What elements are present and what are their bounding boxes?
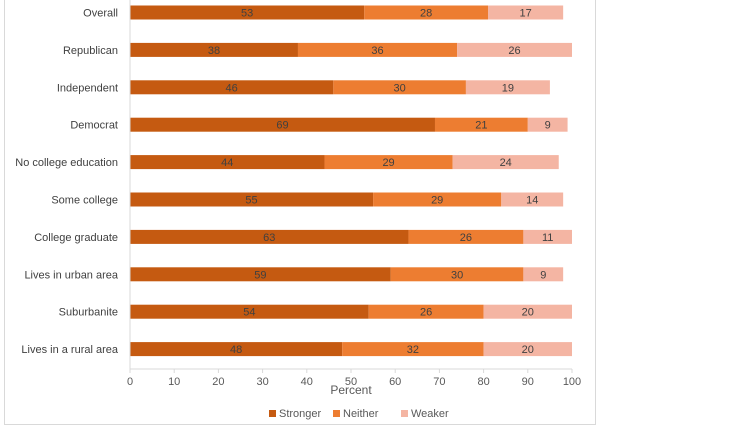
legend-label-stronger: Stronger <box>279 408 322 420</box>
data-label: 24 <box>500 157 512 169</box>
legend-label-neither: Neither <box>343 408 379 420</box>
x-tick-label: 40 <box>301 376 313 388</box>
bar-segment-weaker <box>452 155 559 170</box>
bar-segment-stronger <box>130 117 435 132</box>
labels-layer: Overall 53 28 17 Republican 38 36 26 Independent… <box>15 8 553 357</box>
bar-segment-weaker <box>501 192 564 207</box>
data-label: 21 <box>475 120 487 132</box>
bar-segment-neither <box>408 229 524 244</box>
data-label: 30 <box>393 82 405 94</box>
bar-segment-weaker <box>483 342 572 357</box>
x-axis-title: Percent <box>330 383 372 397</box>
bar-segment-stronger <box>130 80 334 95</box>
bar-segment-neither <box>342 342 484 357</box>
data-label: 20 <box>522 307 534 319</box>
data-label: 53 <box>241 8 253 20</box>
bar-segment-neither <box>373 192 502 207</box>
data-label: 26 <box>508 45 520 57</box>
bar-segment-neither <box>390 267 524 282</box>
bar-segment-weaker <box>483 304 572 319</box>
data-label: 54 <box>243 307 255 319</box>
legend-label-weaker: Weaker <box>411 408 449 420</box>
category-label: College graduate <box>34 232 118 244</box>
x-tick-label: 90 <box>522 376 534 388</box>
category-label: Republican <box>63 45 118 57</box>
bar-segment-stronger <box>130 155 325 170</box>
bar-segment-stronger <box>130 42 298 57</box>
data-label: 44 <box>221 157 233 169</box>
bar-segment-neither <box>324 155 453 170</box>
bars-layer <box>130 5 572 357</box>
bar-segment-stronger <box>130 267 391 282</box>
category-label: Suburbanite <box>59 307 118 319</box>
bar-segment-stronger <box>130 304 369 319</box>
chart-frame <box>4 0 596 425</box>
bar-segment-weaker <box>527 117 568 132</box>
data-label: 38 <box>208 45 220 57</box>
bar-segment-neither <box>364 5 489 20</box>
category-label: Independent <box>57 82 118 94</box>
data-label: 59 <box>254 269 266 281</box>
category-label: Some college <box>51 195 118 207</box>
bar-segment-stronger <box>130 5 365 20</box>
legend-swatch-neither <box>333 410 340 417</box>
bar-segment-weaker <box>523 229 572 244</box>
data-label: 29 <box>431 195 443 207</box>
data-label: 26 <box>460 232 472 244</box>
legend-swatch-stronger <box>269 410 276 417</box>
data-label: 26 <box>420 307 432 319</box>
legend: Stronger Neither Weaker <box>269 408 449 420</box>
category-label: No college education <box>15 157 118 169</box>
bar-segment-weaker <box>465 80 550 95</box>
x-tick-label: 100 <box>563 376 581 388</box>
legend-swatch-weaker <box>401 410 408 417</box>
category-label: Lives in urban area <box>24 269 118 281</box>
category-label: Lives in a rural area <box>21 344 118 356</box>
bar-segment-weaker <box>488 5 564 20</box>
x-tick-label: 30 <box>256 376 268 388</box>
data-label: 48 <box>230 344 242 356</box>
data-label: 30 <box>451 269 463 281</box>
bar-segment-weaker <box>523 267 564 282</box>
category-label: Overall <box>83 8 118 20</box>
data-label: 28 <box>420 8 432 20</box>
data-label: 69 <box>276 120 288 132</box>
data-label: 20 <box>522 344 534 356</box>
data-label: 46 <box>226 82 238 94</box>
data-label: 63 <box>263 232 275 244</box>
data-label: 36 <box>371 45 383 57</box>
x-axis: 0 10 20 30 40 50 60 70 80 90 100 <box>127 0 581 388</box>
x-tick-label: 20 <box>212 376 224 388</box>
x-tick-label: 10 <box>168 376 180 388</box>
data-label: 17 <box>519 8 531 20</box>
x-tick-label: 50 <box>345 376 357 388</box>
data-label: 9 <box>540 269 546 281</box>
data-label: 29 <box>382 157 394 169</box>
data-label: 9 <box>545 120 551 132</box>
x-tick-label: 0 <box>127 376 133 388</box>
data-label: 14 <box>526 195 538 207</box>
data-label: 55 <box>245 195 257 207</box>
bar-segment-neither <box>297 42 458 57</box>
bar-segment-neither <box>434 117 528 132</box>
bar-segment-stronger <box>130 192 374 207</box>
x-tick-label: 70 <box>433 376 445 388</box>
data-label: 32 <box>407 344 419 356</box>
bar-segment-stronger <box>130 342 343 357</box>
bar-segment-neither <box>368 304 484 319</box>
x-tick-label: 80 <box>477 376 489 388</box>
bar-segment-stronger <box>130 229 409 244</box>
category-label: Democrat <box>70 120 118 132</box>
bar-segment-weaker <box>457 42 572 57</box>
bar-segment-neither <box>333 80 466 95</box>
data-label: 11 <box>542 232 553 244</box>
data-label: 19 <box>502 82 514 94</box>
x-tick-label: 60 <box>389 376 401 388</box>
